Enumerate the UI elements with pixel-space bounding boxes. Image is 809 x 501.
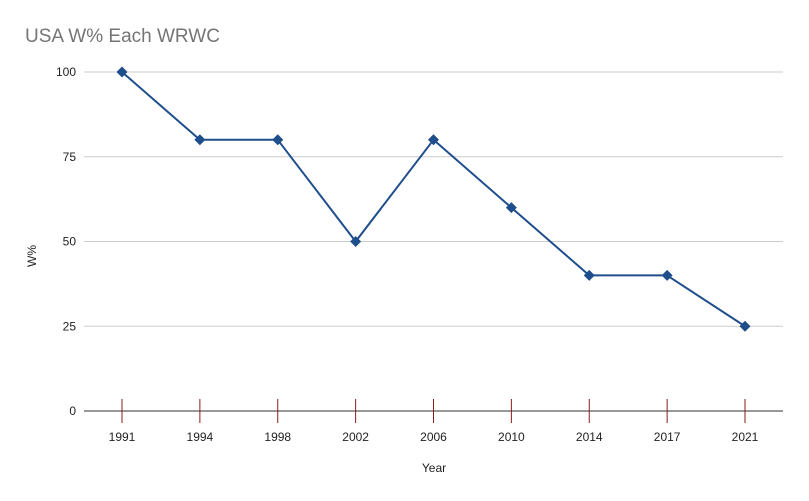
data-point-marker (116, 66, 128, 78)
data-point-marker (583, 269, 595, 281)
x-axis-title: Year (422, 461, 446, 475)
x-tick-label: 1998 (264, 430, 291, 444)
x-tick-label: 2017 (654, 430, 681, 444)
x-tick-label: 2006 (420, 430, 447, 444)
data-point-marker (739, 320, 751, 332)
series-line (121, 71, 746, 328)
x-tick-label: 1994 (187, 430, 214, 444)
y-axis-title: W% (25, 245, 39, 267)
data-point-marker (194, 134, 206, 146)
data-point-marker (661, 269, 673, 281)
data-point-marker (428, 134, 439, 146)
y-tick-label: 0 (69, 404, 76, 418)
y-tick-label: 75 (63, 150, 77, 164)
x-tick-label: 2002 (342, 430, 369, 444)
y-tick-label: 50 (63, 235, 77, 249)
data-point-marker (505, 202, 517, 214)
x-tick-label: 2014 (576, 430, 603, 444)
chart-title: USA W% Each WRWC (25, 26, 220, 47)
data-point-marker (350, 236, 362, 247)
x-tick-label: 2021 (732, 430, 759, 444)
y-tick-label: 100 (56, 65, 76, 79)
x-tick-label: 1991 (109, 430, 136, 444)
data-point-marker (272, 134, 284, 146)
x-tick-label: 2010 (498, 430, 525, 444)
y-tick-label: 25 (63, 319, 77, 333)
